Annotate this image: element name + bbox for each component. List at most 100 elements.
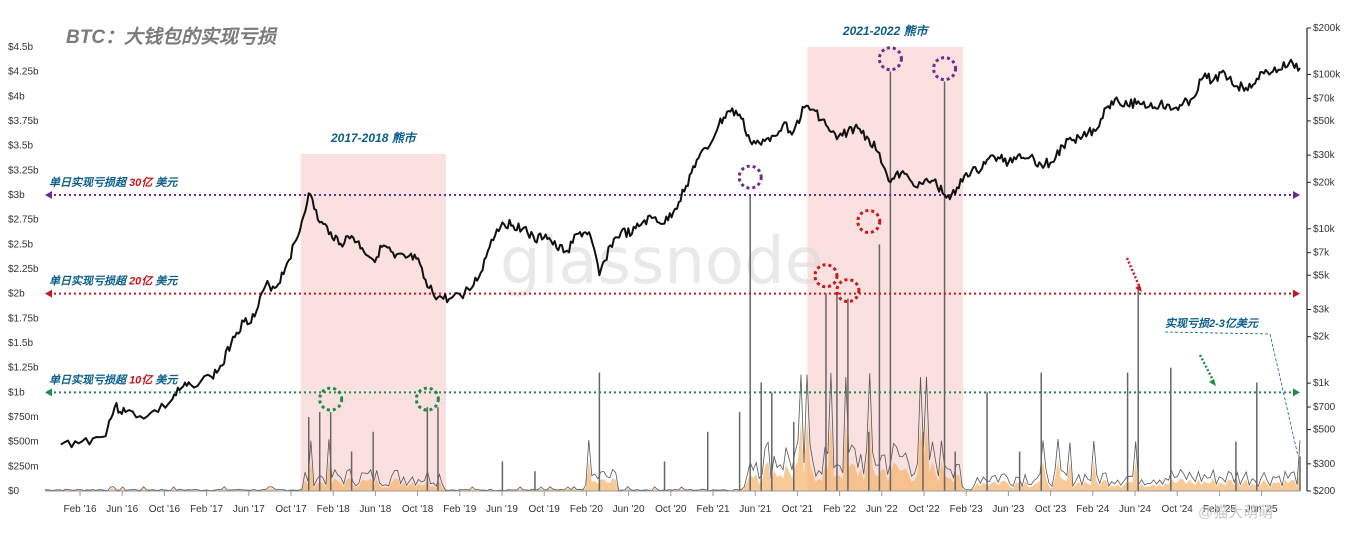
highlight-circle (835, 278, 861, 304)
y-tick-label: $2.75b (8, 215, 39, 226)
y-tick-label: $2.5b (8, 239, 33, 250)
x-tick-label: Jun '16 (106, 504, 138, 515)
highlight-circle (813, 263, 839, 289)
arrow-2b-head (1135, 285, 1142, 292)
right-tick-label: $200 (1313, 486, 1336, 497)
right-tick-label: $100k (1313, 69, 1341, 80)
annotation-leader (1164, 331, 1299, 457)
bear-label: 2017-2018 熊市 (330, 131, 418, 145)
highlight-circle (414, 386, 440, 412)
price-series (60, 58, 1301, 449)
corner-mark: @猫大萌萌 (1198, 504, 1273, 521)
y-tick-label: $3.75b (8, 116, 39, 127)
axes: $0 $250m $500m $750m $1b $1.25b $1.5b $1.75b $2b… (8, 23, 1341, 515)
highlight-circle (318, 386, 344, 412)
price-line (60, 58, 1301, 449)
x-tick-label: Oct '18 (402, 504, 434, 515)
reference-arrow-right (1293, 388, 1300, 397)
right-tick-label: $20k (1313, 177, 1336, 188)
right-tick-label: $700 (1313, 402, 1336, 413)
loss-series (44, 71, 1301, 492)
x-tick-label: Feb '20 (570, 504, 603, 515)
y-tick-label: $500m (8, 437, 39, 448)
chart-title: BTC：大钱包的实现亏损 (66, 26, 278, 48)
y-tick-label: $4.25b (8, 67, 39, 78)
highlight-circle (932, 56, 958, 82)
x-tick-label: Oct '16 (149, 504, 181, 515)
x-tick-label: Feb '24 (1076, 504, 1109, 515)
right-tick-label: $7k (1313, 248, 1330, 259)
x-tick-label: Feb '25 (1203, 504, 1236, 515)
x-tick-label: Jun '19 (486, 504, 518, 515)
y-tick-label: $250m (8, 461, 39, 472)
y-tick-label: $4.5b (8, 42, 33, 53)
arrow-1b (1198, 354, 1216, 383)
highlight-circle (877, 46, 903, 72)
right-tick-label: $500 (1313, 425, 1336, 436)
x-tick-label: Oct '20 (655, 504, 687, 515)
reference-label: 单日实现亏损超 20亿 美元 (49, 275, 178, 288)
y-tick-label: $2.25b (8, 264, 39, 275)
x-tick-label: Jun '21 (739, 504, 771, 515)
y-tick-label: $1b (8, 387, 25, 398)
highlight-circles (318, 46, 958, 412)
reference-label: 单日实现亏损超 10亿 美元 (49, 373, 178, 386)
right-tick-label: $3k (1313, 304, 1330, 315)
right-tick-label: $200k (1313, 23, 1341, 34)
x-tick-label: Feb '19 (443, 504, 476, 515)
highlight-circle (737, 164, 763, 190)
y-tick-label: $3.5b (8, 141, 33, 152)
x-tick-label: Oct '23 (1035, 504, 1067, 515)
y-tick-label: $4b (8, 91, 25, 102)
y-tick-label: $3.25b (8, 165, 39, 176)
y-tick-label: $2b (8, 289, 25, 300)
right-tick-label: $50k (1313, 116, 1336, 127)
x-tick-label: Feb '17 (190, 504, 223, 515)
right-tick-label: $300 (1313, 459, 1336, 470)
x-tick-label: Jun '18 (359, 504, 391, 515)
reference-arrow-left (45, 388, 52, 397)
reference-label: 单日实现亏损超 30亿 美元 (49, 176, 178, 189)
loss-line (44, 372, 1301, 492)
x-tick-label: Oct '17 (275, 504, 307, 515)
reference-arrow-left (45, 191, 52, 199)
x-tick-label: Jun '20 (613, 504, 645, 515)
x-tick-label: Jun '17 (233, 504, 265, 515)
reference-arrow-right (1293, 191, 1300, 199)
x-tick-label: Jun '23 (992, 504, 1024, 515)
x-tick-label: Jun '25 (1246, 504, 1278, 515)
x-tick-label: Oct '19 (529, 504, 561, 515)
x-tick-label: Feb '16 (63, 504, 96, 515)
arrow-1b-head (1209, 379, 1216, 386)
x-tick-label: Jun '24 (1119, 504, 1151, 515)
watermark: glassnode (500, 225, 824, 299)
annotation-label: 实现亏损2-3亿美元 (1165, 317, 1259, 330)
x-tick-label: Oct '21 (782, 504, 814, 515)
reference-arrow-left (45, 289, 52, 298)
x-tick-label: Oct '24 (1162, 504, 1194, 515)
y-tick-label: $1.5b (8, 338, 33, 349)
x-tick-label: Jun '22 (866, 504, 898, 515)
right-tick-label: $2k (1313, 332, 1330, 343)
loss-fill (45, 420, 1300, 491)
y-tick-label: $1.75b (8, 313, 39, 324)
y-tick-label: $750m (8, 412, 39, 423)
right-tick-label: $1k (1313, 378, 1330, 389)
x-tick-label: Feb '22 (823, 504, 856, 515)
right-tick-label: $30k (1313, 150, 1336, 161)
x-tick-label: Oct '22 (908, 504, 940, 515)
arrow-2b (1125, 257, 1142, 289)
y-tick-label: $0 (8, 486, 20, 497)
x-tick-label: Feb '18 (317, 504, 350, 515)
right-tick-label: $10k (1313, 224, 1336, 235)
x-tick-label: Feb '21 (696, 504, 729, 515)
reference-arrow-right (1293, 289, 1300, 298)
y-tick-label: $3b (8, 190, 25, 201)
x-tick-label: Feb '23 (950, 504, 983, 515)
right-tick-label: $70k (1313, 93, 1336, 104)
bear-label: 2021-2022 熊市 (842, 24, 930, 38)
highlight-circle (856, 209, 882, 235)
